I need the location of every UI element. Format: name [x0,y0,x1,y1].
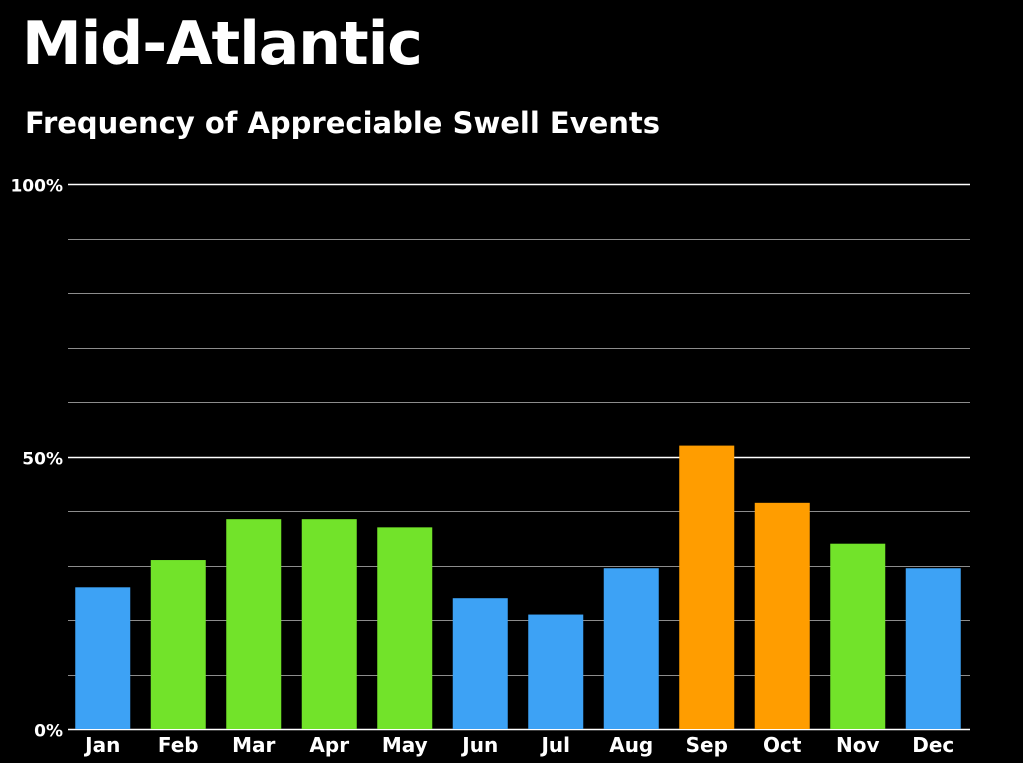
bar-sep [679,445,735,729]
bar-feb [150,560,206,729]
x-tick-label: Jul [539,733,570,757]
x-tick-label: Feb [158,733,199,757]
x-tick-label: Oct [763,733,802,757]
chart-subtitle: Frequency of Appreciable Swell Events [25,106,661,140]
x-tick-label: May [382,733,428,757]
bar-aug [603,568,659,729]
x-tick-label: Jan [83,733,120,757]
y-tick-label: 0% [34,722,63,742]
bar-dec [905,568,961,729]
x-tick-label: Sep [686,733,728,757]
x-tick-label: Aug [609,733,653,757]
y-tick-label: 50% [22,450,63,470]
bar-mar [226,519,282,729]
x-tick-label: Dec [912,733,954,757]
bar-may [377,527,433,729]
x-tick-label: Jun [460,733,498,757]
bar-jun [452,598,508,729]
bar-jul [528,614,584,729]
axis-labels: 0% 50% 100% Jan Feb Mar Apr May Jun Jul Aug Sep Oct N… [10,177,954,758]
bar-nov [830,543,886,729]
bar-jan [75,587,131,729]
x-tick-label: Nov [836,733,880,757]
y-tick-label: 100% [10,177,63,197]
chart-title: Mid-Atlantic [22,9,423,79]
bars [75,445,961,729]
bar-apr [301,519,357,729]
gridlines [68,183,970,731]
x-tick-label: Mar [232,733,275,757]
x-tick-label: Apr [309,733,349,757]
bar-oct [754,502,810,729]
